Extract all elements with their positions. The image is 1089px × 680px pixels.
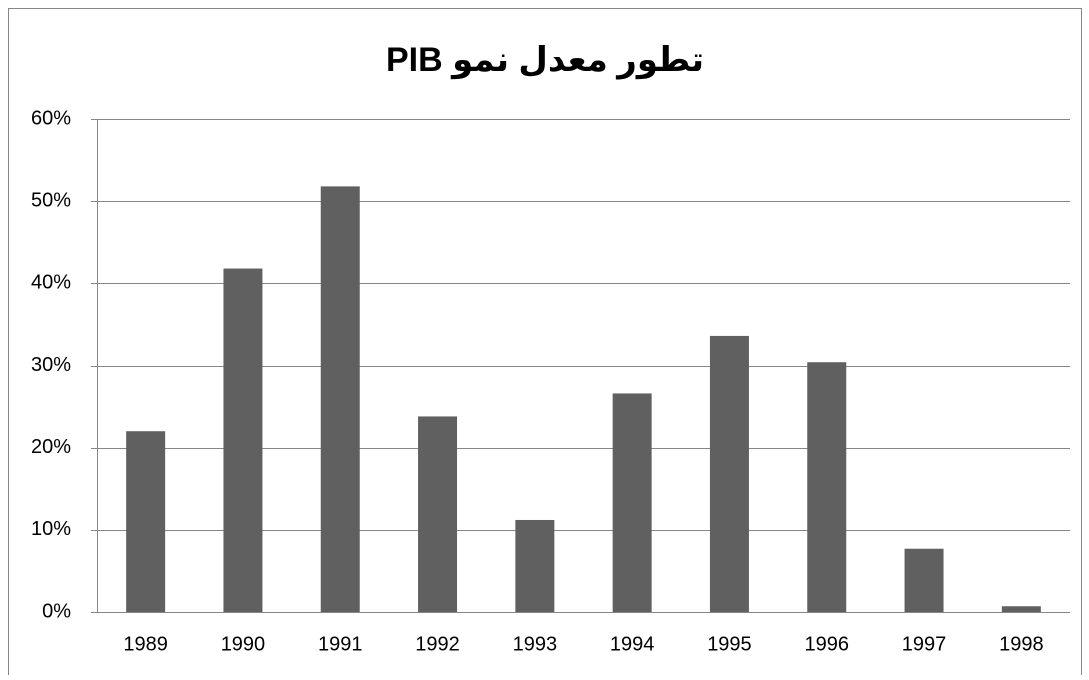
chart-title: تطور معدل نمو PIB: [386, 41, 704, 80]
x-tick-label: 1997: [902, 633, 947, 655]
bar: [1001, 606, 1041, 612]
x-tick-label: 1990: [221, 633, 266, 655]
bar: [807, 362, 847, 612]
bar: [709, 335, 749, 612]
x-tick-label: 1992: [415, 633, 460, 655]
chart-frame: [8, 8, 1082, 675]
x-tick-label: 1995: [707, 633, 752, 655]
x-tick-label: 1998: [999, 633, 1044, 655]
bar: [612, 393, 652, 612]
y-tick-label: 10%: [31, 518, 71, 540]
x-tick-label: 1993: [513, 633, 558, 655]
y-tick-label: 30%: [31, 354, 71, 376]
x-tick-label: 1991: [318, 633, 363, 655]
y-tick-label: 20%: [31, 436, 71, 458]
bar: [418, 416, 458, 612]
bar: [515, 519, 555, 612]
y-tick-label: 40%: [31, 272, 71, 294]
bar: [223, 268, 263, 612]
x-tick-label: 1994: [610, 633, 655, 655]
bar: [320, 186, 360, 613]
y-tick-label: 0%: [42, 600, 71, 622]
x-tick-label: 1996: [805, 633, 850, 655]
bar: [126, 431, 166, 612]
y-tick-label: 60%: [31, 107, 71, 129]
x-tick-label: 1989: [123, 633, 168, 655]
y-tick-label: 50%: [31, 189, 71, 211]
bar: [904, 548, 944, 612]
